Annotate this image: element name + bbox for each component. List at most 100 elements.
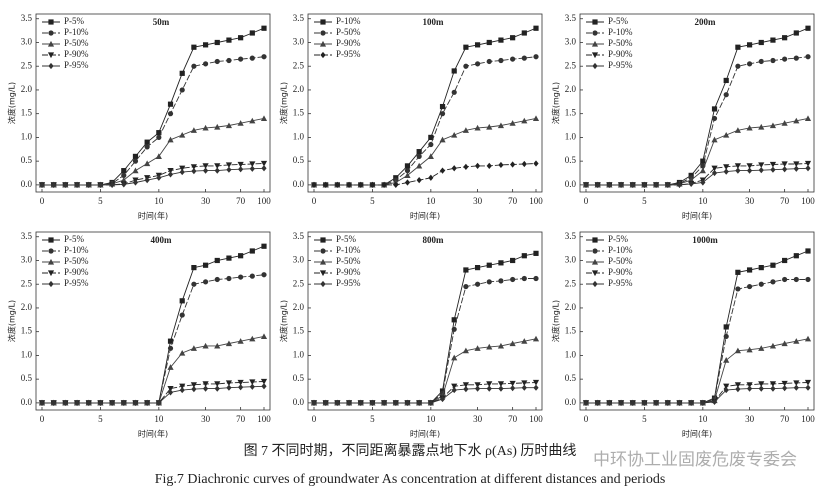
marker: [769, 122, 777, 129]
y-tick-label: 2.5: [21, 60, 33, 70]
legend-label: P-50%: [64, 256, 89, 266]
y-tick-label: 2.5: [21, 278, 33, 288]
legend-label: P-10%: [336, 16, 361, 26]
marker: [132, 179, 139, 186]
marker: [167, 168, 174, 174]
marker: [591, 270, 599, 277]
marker: [758, 381, 765, 387]
marker: [404, 163, 411, 169]
marker: [805, 248, 811, 254]
marker: [510, 35, 516, 41]
legend-label: P-10%: [64, 27, 89, 37]
marker: [758, 58, 764, 65]
marker: [156, 134, 162, 141]
marker: [225, 162, 233, 169]
marker: [793, 30, 799, 36]
marker: [630, 399, 636, 406]
y-tick-label: 2.0: [21, 302, 33, 312]
x-tick-label: 5: [642, 414, 647, 424]
marker: [320, 248, 326, 254]
marker: [202, 167, 209, 174]
marker: [62, 181, 68, 188]
x-tick-label: 0: [40, 414, 45, 424]
marker: [156, 130, 162, 136]
y-tick-label: 1.5: [21, 326, 33, 336]
y-tick-label: 2.0: [293, 302, 305, 312]
y-tick-label: 0.5: [293, 155, 305, 165]
x-tick-label: 70: [508, 414, 518, 424]
marker: [770, 57, 776, 64]
marker: [591, 52, 599, 59]
legend-label: P-50%: [64, 38, 89, 48]
marker: [653, 181, 659, 188]
marker: [214, 276, 220, 283]
marker: [711, 136, 718, 143]
marker: [532, 335, 540, 342]
marker: [486, 123, 493, 130]
marker: [109, 399, 115, 406]
marker: [770, 37, 776, 43]
marker: [793, 338, 800, 344]
y-tick-label: 3.0: [21, 255, 33, 265]
marker: [74, 181, 80, 188]
y-tick-label: 0.5: [565, 373, 577, 383]
marker: [191, 281, 197, 287]
marker: [533, 25, 539, 31]
legend-label: P-90%: [64, 267, 89, 277]
marker: [533, 54, 539, 60]
marker: [463, 267, 469, 273]
marker: [451, 326, 457, 332]
marker: [723, 383, 730, 390]
marker: [606, 181, 612, 188]
marker: [498, 385, 504, 392]
x-tick-label: 5: [370, 414, 375, 424]
legend-label: P-90%: [608, 49, 633, 59]
marker: [249, 117, 256, 124]
marker: [179, 131, 186, 138]
marker: [805, 165, 811, 172]
panel-title: 200m: [695, 17, 717, 27]
marker: [144, 160, 151, 167]
legend-label: P-10%: [608, 245, 633, 255]
marker: [261, 165, 267, 172]
marker: [156, 174, 162, 181]
y-tick-label: 0.5: [293, 373, 305, 383]
marker: [238, 35, 244, 41]
marker: [462, 127, 469, 133]
marker: [369, 399, 376, 406]
y-tick-label: 2.5: [565, 60, 577, 70]
marker: [521, 55, 527, 61]
y-tick-label: 0.5: [21, 373, 33, 383]
x-tick-label: 30: [745, 196, 755, 206]
marker: [311, 399, 317, 406]
x-tick-label: 100: [529, 196, 543, 206]
marker: [510, 56, 516, 62]
marker: [190, 382, 197, 388]
y-tick-label: 3.5: [293, 231, 305, 241]
marker: [190, 345, 197, 351]
marker: [782, 166, 788, 173]
x-tick-label: 100: [801, 414, 815, 424]
marker: [595, 399, 601, 406]
panel-title: 1000m: [692, 235, 718, 245]
legend-label: P-95%: [336, 278, 361, 288]
marker: [688, 399, 694, 406]
marker: [451, 68, 457, 74]
marker: [521, 160, 527, 168]
y-axis-label: 浓度(mg/L): [551, 82, 561, 124]
marker: [451, 317, 457, 323]
marker: [723, 357, 730, 363]
marker: [226, 384, 232, 391]
marker: [202, 385, 209, 392]
marker: [214, 58, 220, 65]
marker: [132, 153, 139, 159]
marker: [700, 158, 706, 164]
marker: [498, 37, 504, 43]
marker: [486, 279, 492, 285]
plot-frame: [35, 13, 271, 193]
marker: [238, 253, 244, 259]
marker: [497, 342, 505, 349]
marker: [179, 312, 185, 318]
marker: [510, 385, 516, 392]
marker: [120, 177, 127, 183]
